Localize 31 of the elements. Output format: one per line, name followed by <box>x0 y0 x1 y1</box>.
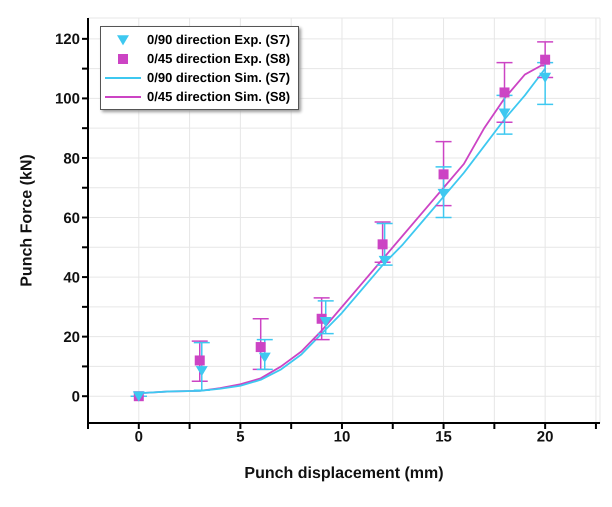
point <box>438 169 449 180</box>
point <box>194 355 205 366</box>
point <box>196 366 208 376</box>
point <box>500 87 510 98</box>
point <box>320 316 332 328</box>
point <box>438 188 450 200</box>
x-tick-label: 20 <box>536 428 554 446</box>
y-tick-label: 40 <box>63 269 80 286</box>
legend-label: 0/90 direction Exp. (S7) <box>147 32 290 47</box>
y-tick-label: 60 <box>63 210 80 227</box>
y-axis-title: Punch Force (kN) <box>18 154 36 287</box>
point <box>378 256 391 266</box>
x-tick-label: 0 <box>134 428 143 446</box>
legend-label: 0/45 direction Exp. (S8) <box>147 51 290 66</box>
legend-label: 0/45 direction Sim. (S8) <box>147 89 290 104</box>
point <box>498 108 511 119</box>
x-tick-label: 15 <box>435 428 452 446</box>
point <box>540 54 550 65</box>
y-tick-label: 100 <box>54 90 80 108</box>
y-tick-label: 20 <box>63 328 80 346</box>
x-tick-label: 10 <box>334 428 350 446</box>
legend-label: 0/90 direction Sim. (S7) <box>147 70 290 85</box>
point <box>258 352 271 363</box>
x-tick-label: 5 <box>236 428 245 446</box>
point <box>256 342 266 352</box>
y-tick-label: 80 <box>63 150 80 168</box>
y-tick-label: 0 <box>72 388 80 406</box>
point <box>378 239 388 250</box>
x-axis-title: Punch displacement (mm) <box>244 465 444 482</box>
y-tick-label: 120 <box>54 31 80 48</box>
point <box>539 72 552 83</box>
